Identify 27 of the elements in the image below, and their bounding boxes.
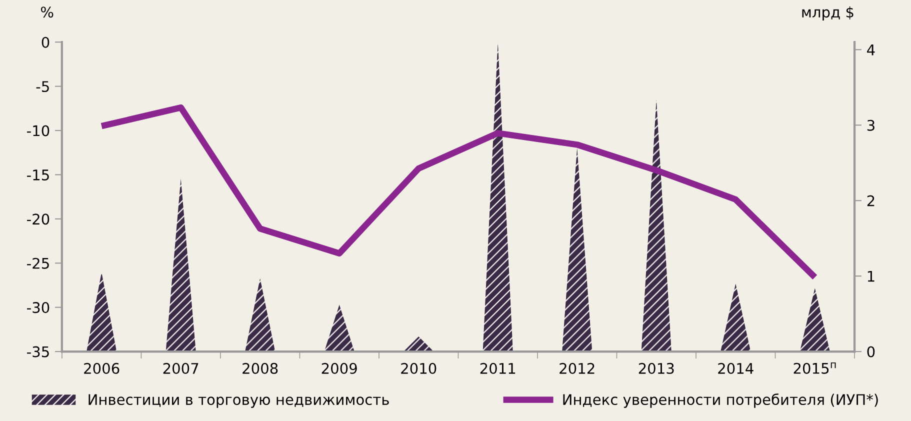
y-tick-label: 0 xyxy=(42,36,50,48)
x-tick-label: 2006 xyxy=(84,362,120,374)
y-tick-label: -10 xyxy=(27,125,50,136)
y-tick-label: -30 xyxy=(27,302,50,314)
y-tick-label: -5 xyxy=(36,81,49,92)
y2-tick-label: 1 xyxy=(868,270,874,282)
y2-axis-title: млрд $ xyxy=(802,6,854,20)
x-tick-label: 2007 xyxy=(163,362,198,374)
y-tick-label: -15 xyxy=(27,170,49,180)
x-tick-label: 2010 xyxy=(401,362,436,374)
x-tick-label: 2015$^{п}$ xyxy=(794,362,836,374)
y-tick-label: -20 xyxy=(27,214,50,225)
x-tick-label: 2014 xyxy=(718,362,754,374)
x-tick-label: 2011 xyxy=(480,362,516,374)
x-tick-label: 2012 xyxy=(560,362,594,374)
x-tick-label: 2008 xyxy=(242,362,278,374)
y2-tick-label: 0 xyxy=(867,346,875,358)
y2-tick-label: 3 xyxy=(867,120,874,131)
y-axis-title: % xyxy=(40,6,54,18)
x-tick-label: 2009 xyxy=(322,362,357,374)
y2-tick-label: 4 xyxy=(867,44,875,56)
x-tick-label: 2013 xyxy=(638,362,674,374)
y-tick-label: -35 xyxy=(27,346,49,358)
y2-tick-label: 2 xyxy=(867,195,874,206)
legend-label: Индекс уверенности потребителя (ИУП*) xyxy=(563,394,878,408)
y-tick-label: -25 xyxy=(27,258,49,269)
legend-label: Инвестиции в торговую недвижимость xyxy=(88,394,389,408)
